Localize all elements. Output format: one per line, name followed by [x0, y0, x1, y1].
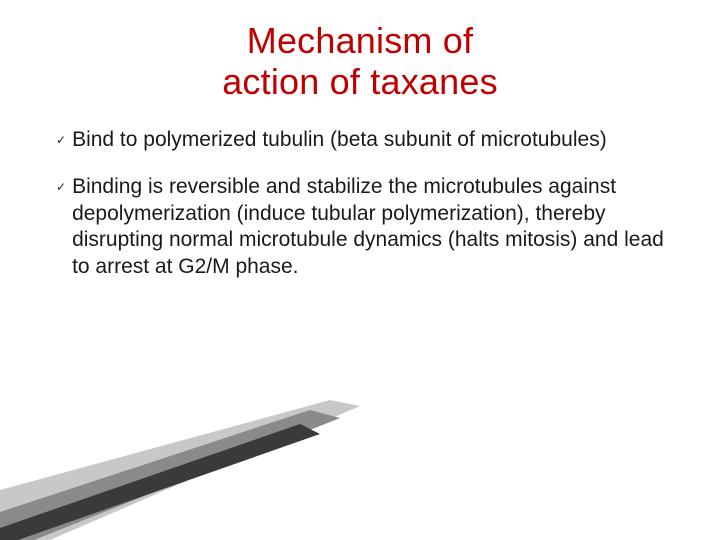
bullet-list: ✓ Bind to polymerized tubulin (beta subu… [48, 127, 672, 281]
decor-shape-dark [0, 424, 320, 540]
list-item: ✓ Binding is reversible and stabilize th… [56, 174, 672, 282]
list-item: ✓ Bind to polymerized tubulin (beta subu… [56, 127, 672, 154]
slide-title: Mechanism of action of taxanes [48, 20, 672, 103]
check-icon: ✓ [56, 133, 66, 148]
bullet-text: Bind to polymerized tubulin (beta subuni… [72, 127, 672, 154]
decor-shape-light [0, 400, 360, 540]
bullet-text: Binding is reversible and stabilize the … [72, 174, 672, 282]
check-icon: ✓ [56, 180, 66, 195]
decor-shape-mid [0, 410, 340, 540]
slide: Mechanism of action of taxanes ✓ Bind to… [0, 0, 720, 540]
corner-decor [0, 400, 360, 540]
title-line-2: action of taxanes [222, 61, 498, 102]
title-line-1: Mechanism of [247, 20, 474, 61]
